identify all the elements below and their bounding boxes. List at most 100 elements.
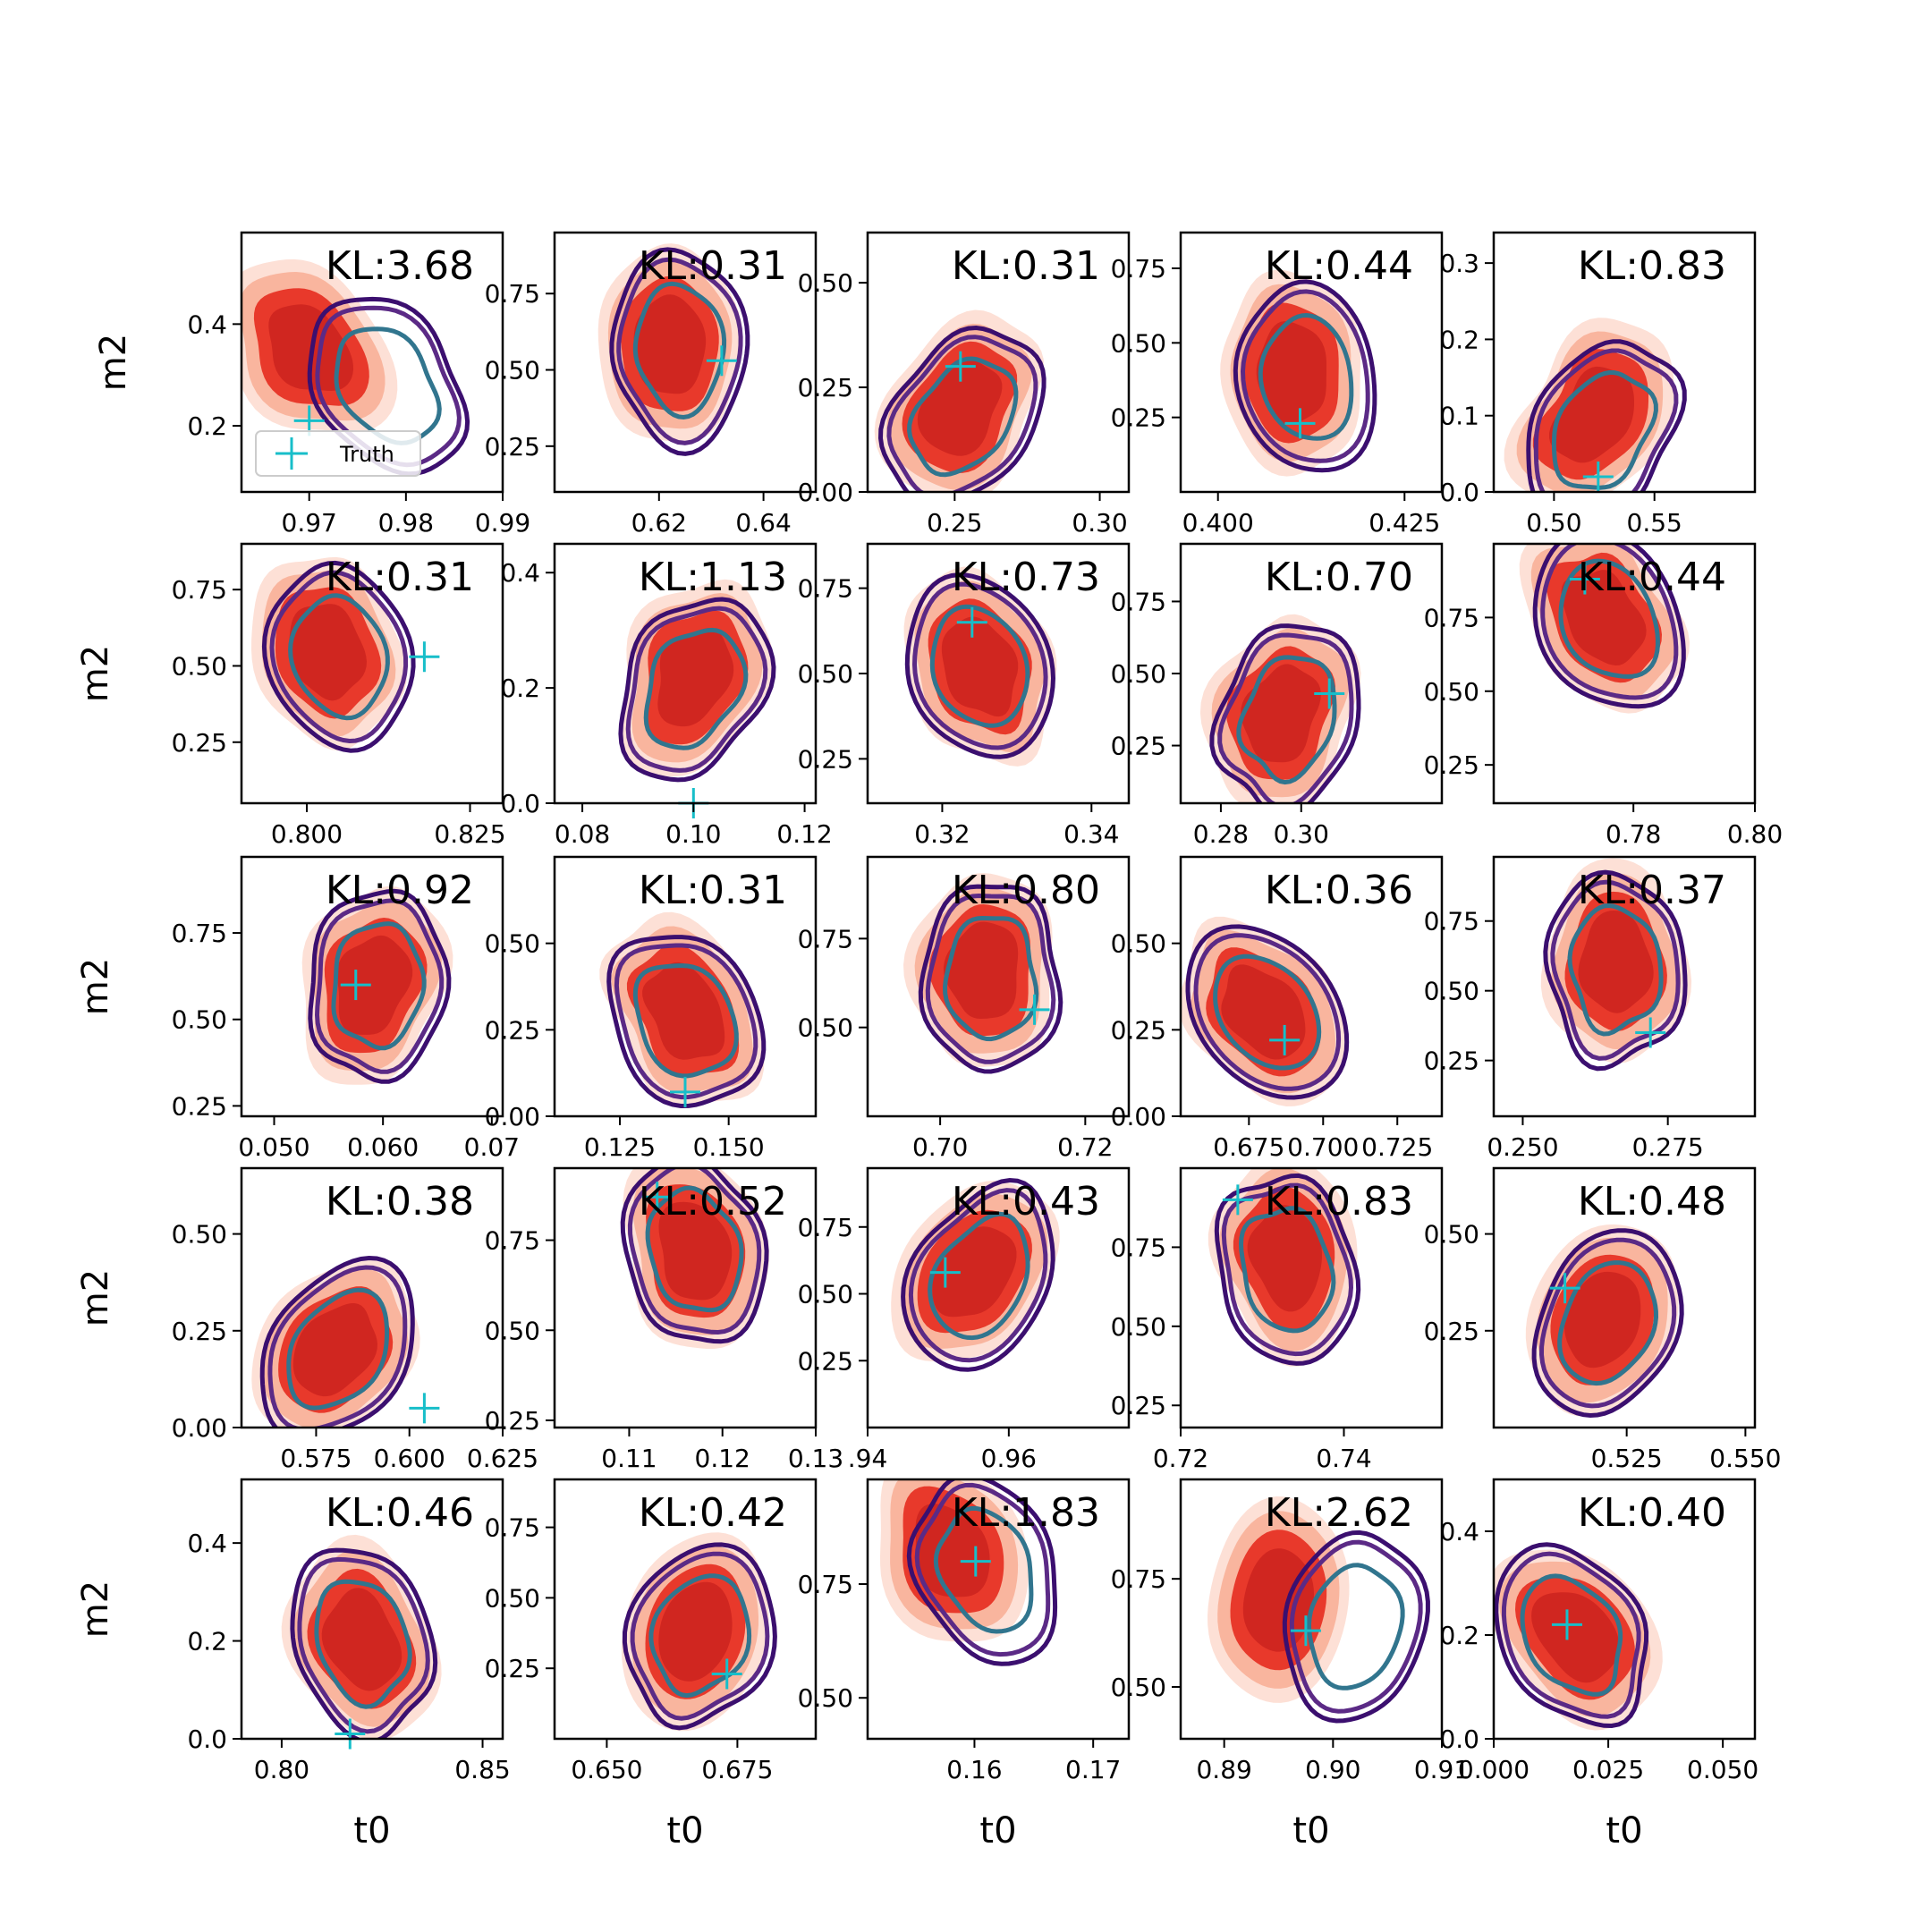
y-tick-label: 0.75	[172, 919, 227, 948]
x-tick-label: 0.97	[282, 508, 337, 538]
x-tick-label: 0.72	[1057, 1132, 1113, 1162]
plot-area	[1208, 1496, 1430, 1724]
x-tick-label: 0.060	[347, 1132, 419, 1162]
y-axis-label: m2	[75, 1580, 116, 1638]
truth-marker	[1549, 1273, 1580, 1304]
contour-line-outer	[307, 296, 470, 477]
contour-line-mid	[297, 1556, 430, 1734]
y-tick-label: 0.25	[1111, 1015, 1166, 1045]
x-tick-label: 0.34	[1063, 819, 1119, 849]
panel-3: 0.25 0.30 0.00 0.25 0.50 KL:0.31	[798, 231, 1131, 538]
panel-frame	[240, 542, 504, 805]
plot-area	[620, 1168, 769, 1350]
plot-area	[281, 1534, 442, 1739]
panel-frame	[240, 1478, 504, 1741]
panel-5: 0.50 0.55 0.0 0.1 0.2 0.3 KL:0.83	[1439, 231, 1757, 538]
density-fill-core	[1561, 570, 1647, 665]
x-tick-label: 0.825	[434, 819, 505, 849]
x-tick-label: 0.700	[1287, 1132, 1359, 1162]
contour-line-outer	[618, 597, 776, 783]
x-tick-label: 0.250	[1487, 1132, 1558, 1162]
contour-line-mid	[1501, 1551, 1641, 1719]
legend-label: Truth	[339, 442, 394, 467]
y-tick-label: 0.25	[485, 1406, 540, 1436]
x-tick-label: 0.625	[467, 1444, 538, 1473]
contour-line-mid	[911, 581, 1048, 750]
kl-label: KL:0.31	[639, 868, 787, 913]
legend: Truth	[255, 430, 421, 477]
kl-label: KL:0.48	[1578, 1179, 1726, 1224]
y-tick-label: 0.50	[485, 1583, 540, 1613]
panel-10: 0.78 0.80 0.25 0.50 0.75 KL:0.44	[1424, 542, 1783, 849]
contour-line-inner	[1238, 1206, 1336, 1334]
panel-11: 0.050 0.060 0.07 0.25 0.50 0.75 KL:0.92 m2	[75, 855, 520, 1162]
plot-area	[1504, 318, 1687, 492]
kl-label: KL:0.44	[1578, 555, 1726, 600]
panel-7: 0.08 0.10 0.12 0.0 0.2 0.4 KL:1.13	[500, 542, 833, 849]
density-fill-core	[1247, 1205, 1322, 1312]
panel-14: 0.675 0.700 0.725 0.00 0.25 0.50 KL:0.36	[1111, 855, 1444, 1162]
x-tick-label: 0.050	[1687, 1755, 1758, 1784]
contour-line-mid	[908, 1188, 1048, 1363]
y-tick-label: 0.50	[172, 651, 227, 681]
contour-line-mid	[925, 893, 1056, 1064]
x-tick-label: 0.30	[1274, 819, 1329, 849]
contour-line-inner	[1306, 1563, 1405, 1690]
contour-line-outer	[904, 572, 1056, 759]
panel-frame	[553, 1166, 818, 1429]
panel-frame	[1492, 542, 1757, 805]
y-tick-label: 0.25	[1111, 1391, 1166, 1420]
y-tick-label: 0.50	[485, 1316, 540, 1345]
panel-frame	[240, 231, 504, 494]
truth-marker	[670, 1076, 700, 1107]
contour-line-mid	[886, 335, 1038, 492]
contour-line-mid	[625, 606, 768, 773]
contour-line-outer	[1209, 623, 1361, 803]
x-tick-label: 0.90	[1305, 1755, 1360, 1784]
truth-marker	[1284, 408, 1316, 439]
x-axis-label: t0	[666, 1810, 703, 1852]
y-tick-label: 0.50	[1111, 1312, 1166, 1342]
kl-label: KL:0.73	[952, 555, 1100, 600]
y-tick-label: 0.0	[1439, 478, 1479, 507]
panel-17: 0.11 0.12 0.13 0.25 0.50 0.75 KL:0.52	[485, 1166, 843, 1473]
y-tick-label: 0.25	[1111, 403, 1166, 433]
x-tick-label: 0.98	[378, 508, 434, 538]
density-fill-core	[321, 1588, 402, 1691]
y-tick-label: 0.25	[798, 744, 853, 774]
density-fill-core	[289, 604, 367, 701]
contour-line-outer	[1532, 544, 1686, 709]
truth-marker	[641, 1182, 673, 1213]
y-tick-label: 0.25	[798, 373, 853, 402]
contour-line-outer	[1214, 1173, 1361, 1366]
x-tick-label: 0.91	[1414, 1755, 1470, 1784]
y-tick-label: 0.2	[1439, 325, 1479, 354]
y-tick-label: 0.4	[500, 558, 540, 588]
x-tick-label: 0.32	[914, 819, 970, 849]
x-tick-label: 0.275	[1632, 1132, 1704, 1162]
x-tick-label: 0.400	[1182, 508, 1254, 538]
contour-line-inner	[632, 281, 727, 420]
y-axis-label: m2	[75, 1269, 116, 1326]
kl-label: KL:0.43	[952, 1179, 1100, 1224]
truth-marker	[711, 1658, 742, 1690]
x-tick-label: 0.575	[280, 1444, 352, 1473]
x-tick-label: 0.74	[1316, 1444, 1371, 1473]
panel-12: 0.125 0.150 0.00 0.25 0.50 KL:0.31	[485, 855, 818, 1162]
x-tick-label: 0.70	[912, 1132, 968, 1162]
x-tick-label: 0.025	[1572, 1755, 1644, 1784]
x-tick-label: 0.150	[693, 1132, 765, 1162]
density-fill-core	[658, 1581, 733, 1682]
x-tick-label: 0.800	[271, 819, 343, 849]
contour-line-mid	[1217, 632, 1354, 803]
contour-line-inner	[1567, 902, 1664, 1037]
truth-marker	[409, 641, 440, 673]
density-fill-core	[1241, 664, 1321, 763]
y-tick-label: 0.2	[1439, 1621, 1479, 1650]
plot-area	[1220, 269, 1377, 477]
density-fill-core	[932, 1226, 1017, 1318]
x-tick-label: 0.725	[1361, 1132, 1433, 1162]
y-tick-label: 0.1	[1439, 402, 1479, 431]
x-tick-label: 0.650	[571, 1755, 642, 1784]
contour-line-outer	[1526, 339, 1687, 492]
